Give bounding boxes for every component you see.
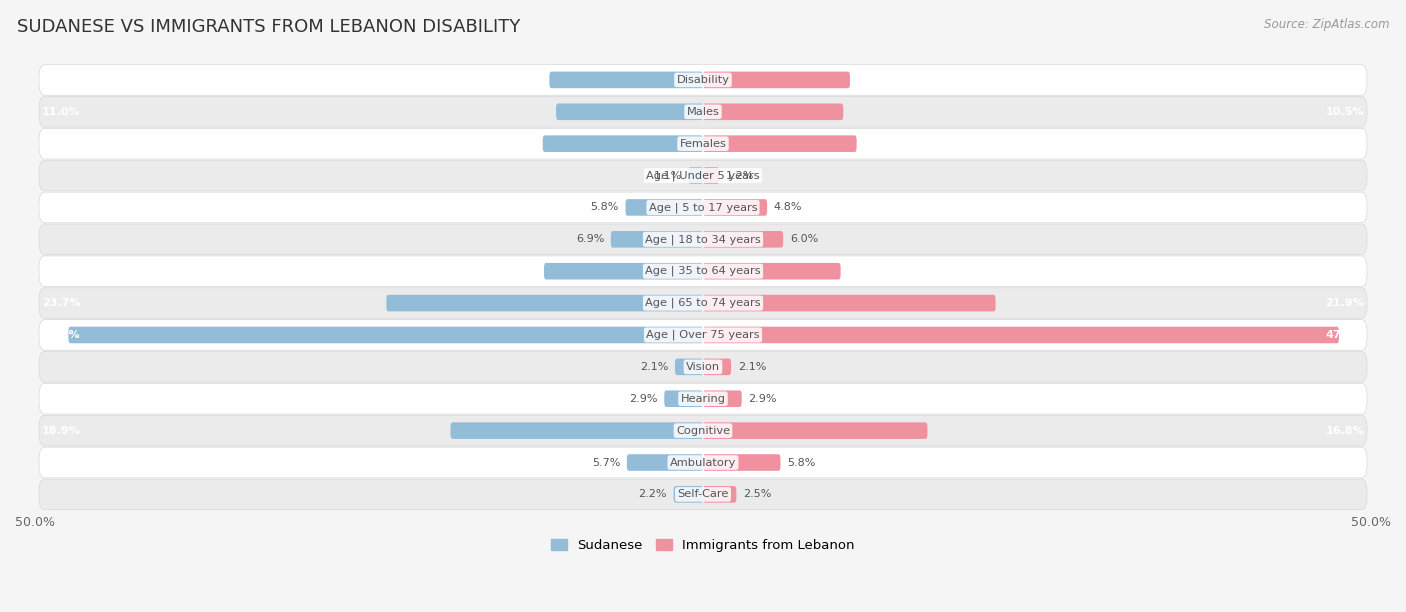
FancyBboxPatch shape	[703, 486, 737, 502]
Text: 2.2%: 2.2%	[638, 490, 666, 499]
FancyBboxPatch shape	[39, 447, 1367, 478]
FancyBboxPatch shape	[39, 65, 1367, 95]
Text: 1.1%: 1.1%	[654, 171, 682, 181]
Text: 23.7%: 23.7%	[42, 298, 80, 308]
FancyBboxPatch shape	[703, 454, 780, 471]
Text: 5.8%: 5.8%	[787, 458, 815, 468]
Text: 47.6%: 47.6%	[1326, 330, 1364, 340]
Text: Vision: Vision	[686, 362, 720, 372]
Text: 1.2%: 1.2%	[725, 171, 754, 181]
Text: Self-Care: Self-Care	[678, 490, 728, 499]
Text: Males: Males	[686, 106, 720, 117]
FancyBboxPatch shape	[703, 231, 783, 248]
Text: 5.7%: 5.7%	[592, 458, 620, 468]
FancyBboxPatch shape	[675, 359, 703, 375]
Text: Age | 35 to 64 years: Age | 35 to 64 years	[645, 266, 761, 277]
Text: 10.3%: 10.3%	[1326, 266, 1364, 276]
Text: Age | 5 to 17 years: Age | 5 to 17 years	[648, 202, 758, 213]
FancyBboxPatch shape	[703, 327, 1339, 343]
FancyBboxPatch shape	[703, 295, 995, 312]
Text: 6.9%: 6.9%	[576, 234, 605, 244]
FancyBboxPatch shape	[664, 390, 703, 407]
Text: Age | 18 to 34 years: Age | 18 to 34 years	[645, 234, 761, 245]
FancyBboxPatch shape	[39, 384, 1367, 414]
FancyBboxPatch shape	[555, 103, 703, 120]
FancyBboxPatch shape	[703, 263, 841, 280]
Text: 10.5%: 10.5%	[1326, 106, 1364, 117]
FancyBboxPatch shape	[610, 231, 703, 248]
FancyBboxPatch shape	[39, 319, 1367, 350]
FancyBboxPatch shape	[39, 97, 1367, 127]
FancyBboxPatch shape	[544, 263, 703, 280]
FancyBboxPatch shape	[703, 422, 928, 439]
FancyBboxPatch shape	[39, 129, 1367, 159]
Text: 11.5%: 11.5%	[1326, 139, 1364, 149]
Text: 5.8%: 5.8%	[591, 203, 619, 212]
FancyBboxPatch shape	[39, 192, 1367, 223]
FancyBboxPatch shape	[703, 199, 768, 215]
FancyBboxPatch shape	[703, 390, 742, 407]
Text: Cognitive: Cognitive	[676, 425, 730, 436]
FancyBboxPatch shape	[703, 72, 851, 88]
Text: 47.5%: 47.5%	[42, 330, 80, 340]
Text: 21.9%: 21.9%	[1326, 298, 1364, 308]
FancyBboxPatch shape	[39, 224, 1367, 255]
FancyBboxPatch shape	[39, 288, 1367, 318]
Text: Ambulatory: Ambulatory	[669, 458, 737, 468]
Text: 2.1%: 2.1%	[738, 362, 766, 372]
FancyBboxPatch shape	[387, 295, 703, 312]
FancyBboxPatch shape	[703, 103, 844, 120]
FancyBboxPatch shape	[703, 359, 731, 375]
Text: 2.1%: 2.1%	[640, 362, 668, 372]
Text: Age | Over 75 years: Age | Over 75 years	[647, 330, 759, 340]
FancyBboxPatch shape	[39, 256, 1367, 286]
Text: 6.0%: 6.0%	[790, 234, 818, 244]
FancyBboxPatch shape	[627, 454, 703, 471]
FancyBboxPatch shape	[69, 327, 703, 343]
Text: Age | Under 5 years: Age | Under 5 years	[647, 170, 759, 181]
Legend: Sudanese, Immigrants from Lebanon: Sudanese, Immigrants from Lebanon	[546, 534, 860, 558]
Text: SUDANESE VS IMMIGRANTS FROM LEBANON DISABILITY: SUDANESE VS IMMIGRANTS FROM LEBANON DISA…	[17, 18, 520, 36]
FancyBboxPatch shape	[39, 351, 1367, 382]
FancyBboxPatch shape	[673, 486, 703, 502]
Text: 11.5%: 11.5%	[42, 75, 80, 85]
Text: 2.9%: 2.9%	[628, 394, 658, 404]
Text: 11.0%: 11.0%	[1326, 75, 1364, 85]
FancyBboxPatch shape	[450, 422, 703, 439]
Text: Age | 65 to 74 years: Age | 65 to 74 years	[645, 298, 761, 308]
FancyBboxPatch shape	[543, 135, 703, 152]
Text: 4.8%: 4.8%	[773, 203, 803, 212]
Text: Source: ZipAtlas.com: Source: ZipAtlas.com	[1264, 18, 1389, 31]
FancyBboxPatch shape	[550, 72, 703, 88]
Text: 12.0%: 12.0%	[42, 139, 80, 149]
Text: 2.5%: 2.5%	[744, 490, 772, 499]
Text: 2.9%: 2.9%	[748, 394, 778, 404]
FancyBboxPatch shape	[703, 167, 718, 184]
Text: Females: Females	[679, 139, 727, 149]
Text: 18.9%: 18.9%	[42, 425, 80, 436]
FancyBboxPatch shape	[703, 135, 856, 152]
FancyBboxPatch shape	[689, 167, 703, 184]
Text: Disability: Disability	[676, 75, 730, 85]
Text: 16.8%: 16.8%	[1326, 425, 1364, 436]
Text: 11.0%: 11.0%	[42, 106, 80, 117]
FancyBboxPatch shape	[39, 416, 1367, 446]
Text: 11.9%: 11.9%	[42, 266, 80, 276]
FancyBboxPatch shape	[39, 160, 1367, 191]
Text: Hearing: Hearing	[681, 394, 725, 404]
FancyBboxPatch shape	[39, 479, 1367, 510]
FancyBboxPatch shape	[626, 199, 703, 215]
